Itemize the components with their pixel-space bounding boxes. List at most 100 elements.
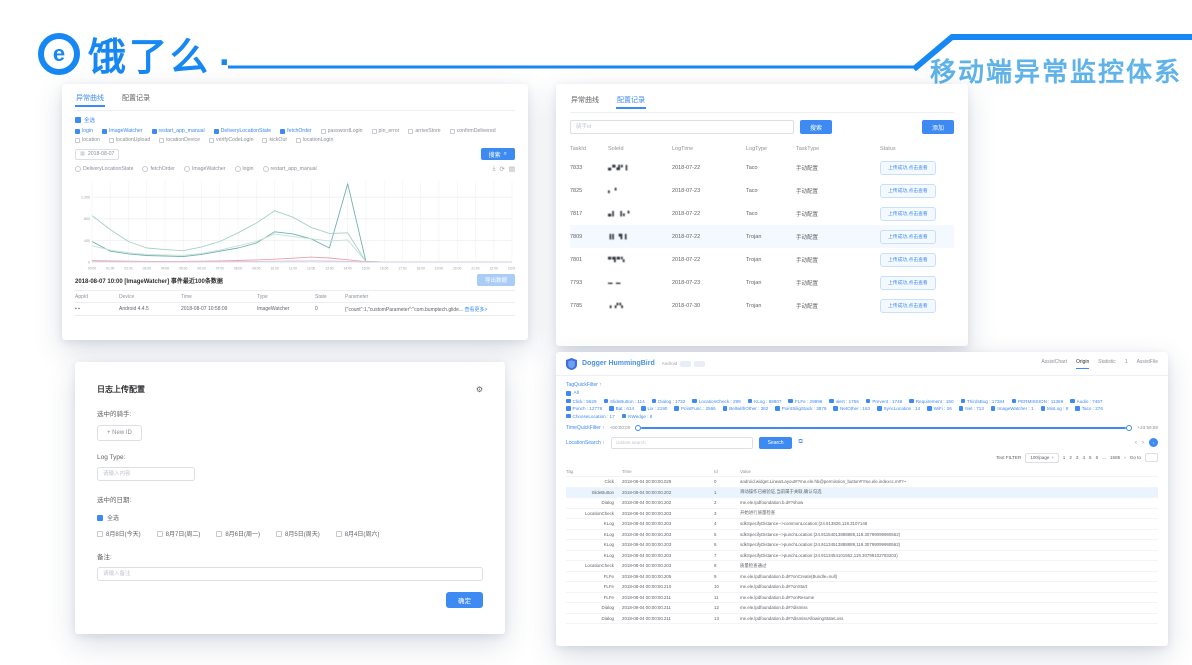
- tag-checkbox[interactable]: DeliveryLocationState: [213, 128, 271, 134]
- upload-status-button[interactable]: 上传成功,点击查看: [880, 183, 936, 198]
- tag-checkbox[interactable]: login: [75, 128, 93, 134]
- upload-status-button[interactable]: 上传成功,点击查看: [880, 229, 936, 244]
- date-checkbox[interactable]: 8月5日(周天): [276, 529, 320, 538]
- page-number[interactable]: 4: [1082, 455, 1086, 460]
- export-button[interactable]: 导出数据: [476, 274, 515, 286]
- tag-checkbox[interactable]: locationDevice: [159, 137, 200, 143]
- select-all-dates[interactable]: 全选: [97, 513, 483, 522]
- page-number[interactable]: 3: [1075, 455, 1079, 460]
- table-row[interactable]: FLFe 2018-08-04 00:00:00.210 10 me.ele.l…: [566, 582, 1158, 593]
- series-radio[interactable]: DeliveryLocationState: [75, 166, 133, 172]
- upload-status-button[interactable]: 上传成功,点击查看: [880, 160, 936, 175]
- slider-track[interactable]: [641, 426, 1127, 429]
- tag-checkbox[interactable]: Prevent : 1748: [865, 399, 902, 404]
- tag-checkbox[interactable]: ImageWatcher : 1: [990, 406, 1034, 411]
- table-row[interactable]: FLFe 2018-08-04 00:00:00.205 9 me.ele.lp…: [566, 572, 1158, 582]
- search-button[interactable]: 搜索: [800, 120, 833, 134]
- tag-checkbox[interactable]: confirmDelivered: [449, 128, 496, 134]
- tag-checkbox[interactable]: locationUpload: [108, 137, 150, 143]
- tag-checkbox[interactable]: MixLog : 8: [1040, 406, 1068, 411]
- page-number[interactable]: 1: [1062, 455, 1066, 460]
- tab[interactable]: AssistFile: [1136, 359, 1158, 365]
- tag-checkbox[interactable]: Net : 713: [958, 406, 984, 411]
- upload-status-button[interactable]: 上传成功,点击查看: [880, 252, 936, 267]
- location-search-input[interactable]: [610, 436, 753, 449]
- tab[interactable]: 异常曲线: [571, 97, 599, 104]
- page-number[interactable]: 1585: [1109, 455, 1121, 460]
- tag-checkbox[interactable]: ThirdsBug : 17284: [960, 399, 1005, 404]
- slider-handle-right[interactable]: [1126, 424, 1133, 431]
- tag-checkbox[interactable]: SlideButton : 114: [603, 399, 645, 404]
- next-page-icon[interactable]: ›: [1124, 455, 1126, 460]
- tag-checkbox[interactable]: BeltwithOther : 382: [722, 406, 768, 411]
- table-row[interactable]: SlideButton 2018-08-04 00:00:00.202 1 滑动…: [566, 487, 1158, 498]
- chevron-left-icon[interactable]: ‹: [1135, 439, 1137, 446]
- tag-checkbox[interactable]: ImageWatcher: [101, 128, 143, 134]
- page-number[interactable]: ...: [1102, 455, 1106, 460]
- copy-icon[interactable]: ⧉: [798, 439, 803, 445]
- series-radio[interactable]: login: [234, 166, 254, 172]
- tag-checkbox[interactable]: Taco : 276: [1075, 406, 1103, 411]
- id-search-input[interactable]: [570, 120, 794, 134]
- upload-status-button[interactable]: 上传成功,点击查看: [880, 298, 936, 313]
- search-button[interactable]: Search: [758, 436, 793, 449]
- table-row[interactable]: KLog 2018-08-04 00:00:00.203 4 sdkSpecif…: [566, 519, 1158, 530]
- table-row[interactable]: Click 2018-08-04 00:00:00.029 0 android.…: [566, 477, 1158, 488]
- date-checkbox[interactable]: 8月4日(周六): [335, 529, 379, 538]
- tag-checkbox[interactable]: WiFi : 26: [927, 406, 952, 411]
- tag-checkbox[interactable]: fetchOrder: [280, 128, 312, 134]
- tag-checkbox[interactable]: SyncLocation : 14: [877, 406, 920, 411]
- view-more-link[interactable]: 查看更多>: [464, 306, 488, 313]
- tag-checkbox[interactable]: Lix : 2190: [641, 406, 667, 411]
- data-view-icon[interactable]: ▤: [508, 166, 515, 173]
- table-row[interactable]: KLog 2018-08-04 00:00:00.203 5 sdkSpecif…: [566, 530, 1158, 540]
- series-radio[interactable]: fetchOrder: [142, 166, 175, 172]
- table-row[interactable]: KLog 2018-08-04 00:00:00.203 7 sdkSpecif…: [566, 551, 1158, 561]
- tag-checkbox[interactable]: Punch : 12778: [566, 406, 602, 411]
- series-radio[interactable]: ImageWatcher: [183, 166, 226, 172]
- table-row[interactable]: Dialog 2018-08-04 00:00:00.211 12 me.ele…: [566, 603, 1158, 614]
- tag-checkbox[interactable]: ChooseLocation : 17: [566, 414, 615, 419]
- date-checkbox[interactable]: 8月7日(周二): [156, 529, 200, 538]
- download-icon[interactable]: ⤓: [492, 165, 496, 172]
- export-icon[interactable]: ↓: [1149, 438, 1158, 447]
- add-button[interactable]: 添加: [921, 120, 954, 134]
- tag-checkbox[interactable]: LocationCheck : 299: [692, 399, 741, 404]
- goto-page-input[interactable]: [1145, 453, 1158, 462]
- series-radio[interactable]: restart_app_manual: [262, 166, 317, 172]
- log-type-input[interactable]: [97, 467, 195, 481]
- tab[interactable]: 异常曲线: [75, 93, 105, 107]
- tab[interactable]: 配置记录: [122, 95, 150, 102]
- page-size-select[interactable]: 100/page ▾: [1025, 452, 1059, 463]
- tag-checkbox[interactable]: PointFunc : 2566: [674, 406, 716, 411]
- chevron-right-icon[interactable]: ›: [1142, 439, 1144, 446]
- tag-checkbox[interactable]: verifyCodeLogin: [208, 137, 253, 143]
- tag-checkbox[interactable]: Audio : 7457: [1070, 399, 1102, 404]
- tag-checkbox[interactable]: pin_error: [371, 128, 399, 134]
- tab[interactable]: 1: [1124, 359, 1128, 365]
- tab[interactable]: Origin: [1075, 359, 1090, 369]
- tag-checkbox[interactable]: kickOut: [262, 137, 287, 143]
- new-id-button[interactable]: + New ID: [97, 425, 142, 441]
- tag-checkbox[interactable]: PERMISSION : 11369: [1011, 399, 1063, 404]
- page-number[interactable]: 5: [1089, 455, 1092, 460]
- date-input[interactable]: ▦ 2018-08-07: [75, 148, 120, 160]
- refresh-icon[interactable]: ⟳: [499, 166, 505, 173]
- table-row[interactable]: Dialog 2018-08-04 00:00:00.211 13 me.ele…: [566, 614, 1158, 624]
- table-row[interactable]: Dialog 2018-08-04 00:00:00.202 2 me.ele.…: [566, 498, 1158, 509]
- date-checkbox[interactable]: 8月6日(周一): [216, 529, 260, 538]
- tag-checkbox[interactable]: KLog : 88807: [747, 399, 781, 404]
- tag-checkbox[interactable]: NWedge : 8: [621, 414, 652, 419]
- tag-checkbox[interactable]: arriveStore: [408, 128, 441, 134]
- table-row[interactable]: LocationCheck 2018-08-04 00:00:00.203 8 …: [566, 561, 1158, 572]
- tag-checkbox[interactable]: Dialog : 1732: [651, 399, 685, 404]
- time-range-slider[interactable]: [635, 424, 1133, 431]
- tag-checkbox[interactable]: NetOther : 163: [833, 406, 870, 411]
- upload-status-button[interactable]: 上传成功,点击查看: [880, 275, 936, 290]
- tag-checkbox[interactable]: PointSiligStack : 3879: [775, 406, 826, 411]
- tag-checkbox[interactable]: Bat : 614: [609, 406, 634, 411]
- tag-checkbox[interactable]: FLFe : 29996: [788, 399, 822, 404]
- remark-input[interactable]: [97, 567, 483, 581]
- tag-checkbox[interactable]: location: [75, 137, 100, 143]
- select-all-row[interactable]: 全选: [75, 116, 515, 124]
